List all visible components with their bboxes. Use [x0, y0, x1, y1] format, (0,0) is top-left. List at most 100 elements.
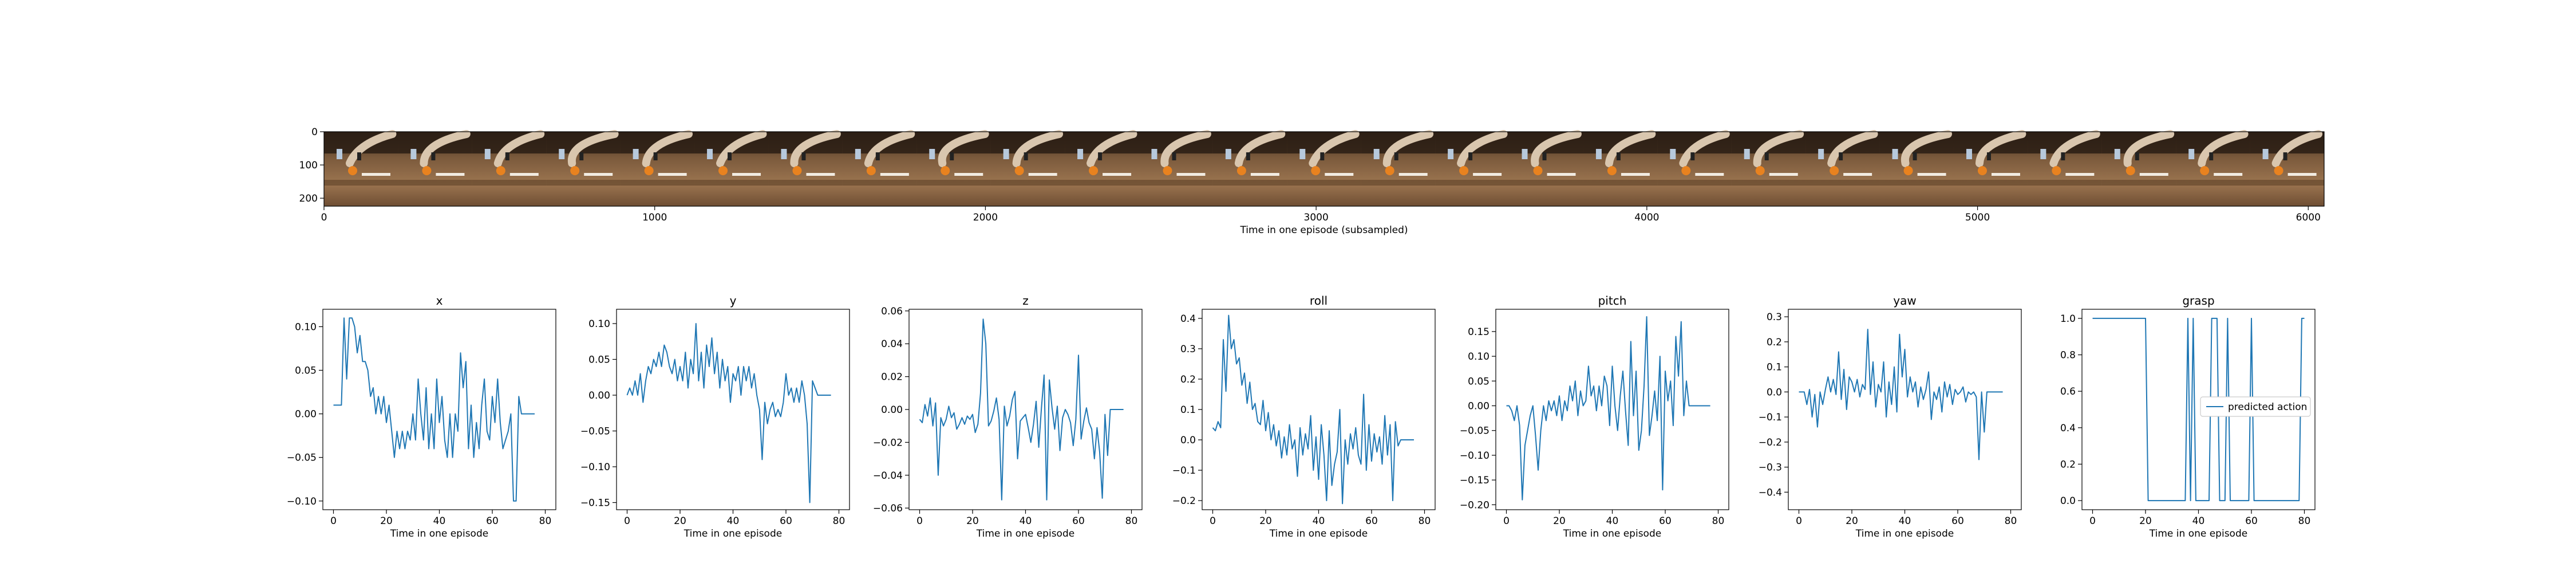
strip-x-tick-label: 0 [321, 212, 327, 223]
white-bar [1621, 173, 1650, 176]
x-tick-label: 60 [1659, 515, 1672, 527]
y-tick-label: 0.10 [588, 318, 610, 330]
y-tick-label: 0.15 [1468, 326, 1490, 338]
orange-ball [1385, 166, 1394, 175]
y-tick-label: −0.10 [287, 496, 317, 507]
y-tick-label: −0.1 [1759, 412, 1782, 423]
bottle [1595, 149, 1602, 159]
y-tick-label: 0.06 [881, 306, 903, 317]
white-bar [1843, 173, 1872, 176]
y-tick-label: −0.02 [873, 437, 903, 448]
table-edge [1139, 180, 1213, 186]
y-tick-label: 0.10 [295, 321, 317, 333]
orange-ball [718, 166, 728, 175]
x-tick-label: 60 [486, 515, 499, 527]
x-tick-label: 0 [624, 515, 630, 527]
orange-ball [866, 166, 876, 175]
subplot-xlabel: Time in one episode [390, 528, 488, 539]
strip-frame [1879, 130, 1954, 186]
strip-frame [842, 130, 917, 186]
subplot-xlabel: Time in one episode [683, 528, 782, 539]
strip-x-tick-label: 3000 [1304, 212, 1329, 223]
bottle [1892, 149, 1898, 159]
robot-arm [1457, 130, 1508, 167]
strip-frame [1583, 130, 1658, 186]
y-tick-label: −0.10 [1460, 450, 1490, 462]
robot-arm [864, 130, 915, 167]
x-tick-label: 80 [1712, 515, 1725, 527]
robot-arm [790, 130, 841, 167]
y-tick-label: 0.05 [295, 365, 317, 377]
white-bar [509, 173, 539, 176]
y-tick-label: 0.2 [1767, 337, 1782, 348]
y-tick-label: 0.2 [2060, 459, 2076, 470]
bottle [855, 149, 861, 159]
x-tick-label: 40 [1313, 515, 1325, 527]
subplot-xlabel: Time in one episode [2149, 528, 2247, 539]
dark-object [1690, 152, 1695, 160]
x-tick-label: 60 [1951, 515, 1964, 527]
bottle [1077, 149, 1084, 159]
table-edge [694, 180, 769, 186]
subplot-x: 0 20 40 60 80 −0.10 −0.05 0.00 0.05 0.10 x Time in … [287, 294, 556, 539]
subplot-xlabel: Time in one episode [1855, 528, 1954, 539]
y-tick-label: 1.0 [2060, 313, 2076, 325]
x-tick-label: 80 [1125, 515, 1138, 527]
white-bar [1473, 173, 1502, 176]
white-bar [732, 173, 761, 176]
y-tick-label: 0.00 [588, 390, 610, 401]
dark-object [1024, 152, 1028, 160]
strip-xlabel: Time in one episode (subsampled) [1239, 225, 1408, 236]
table-edge [1361, 180, 1436, 186]
series-line [919, 318, 1124, 501]
subplot-title: y [730, 294, 737, 308]
table-edge [1953, 180, 2028, 186]
subplot-grasp: 0 20 40 60 80 0.0 0.2 0.4 0.6 0.8 1.0 grasp Time in … [2060, 294, 2316, 539]
strip-frame [1212, 130, 1287, 186]
x-tick-label: 60 [1072, 515, 1085, 527]
y-tick-label: −0.20 [1460, 499, 1490, 511]
bottle [559, 149, 565, 159]
dark-object [653, 152, 658, 160]
legend-box [2200, 396, 2311, 417]
dark-object [1986, 152, 1991, 160]
robot-arm [2271, 130, 2322, 167]
series-line [333, 317, 535, 502]
table-edge [1212, 180, 1287, 186]
white-bar [2065, 173, 2095, 176]
strip-y-tick-label: 200 [299, 193, 318, 204]
table-edge [1879, 180, 1954, 186]
table-edge [990, 180, 1065, 186]
robot-arm [567, 130, 619, 167]
bottle [2262, 149, 2269, 159]
y-tick-label: 0.8 [2060, 350, 2076, 361]
robot-arm [346, 130, 397, 167]
strip-y-tick-label: 0 [311, 127, 318, 138]
y-tick-label: −0.15 [1460, 475, 1490, 486]
white-bar [1991, 173, 2020, 176]
y-tick-label: −0.15 [580, 498, 610, 509]
series-line [1506, 316, 1710, 501]
y-tick-label: −0.06 [873, 503, 903, 514]
robot-arm [1309, 130, 1360, 167]
dark-object [1542, 152, 1547, 160]
y-tick-label: 0.0 [1767, 387, 1782, 398]
dark-object [1246, 152, 1250, 160]
strip-frame [324, 130, 398, 186]
bottle [1299, 149, 1306, 159]
series-line [626, 323, 831, 503]
bottle [1151, 149, 1157, 159]
robot-arm [420, 130, 471, 167]
strip-frame [916, 130, 991, 186]
dark-object [505, 152, 509, 160]
table-edge [768, 180, 843, 186]
y-tick-label: −0.3 [1759, 462, 1782, 474]
orange-ball [1903, 166, 1913, 175]
orange-ball [1236, 166, 1246, 175]
strip-frame [398, 130, 472, 186]
robot-arm [1753, 130, 1804, 167]
orange-ball [348, 166, 357, 175]
series-line [2092, 317, 2305, 502]
